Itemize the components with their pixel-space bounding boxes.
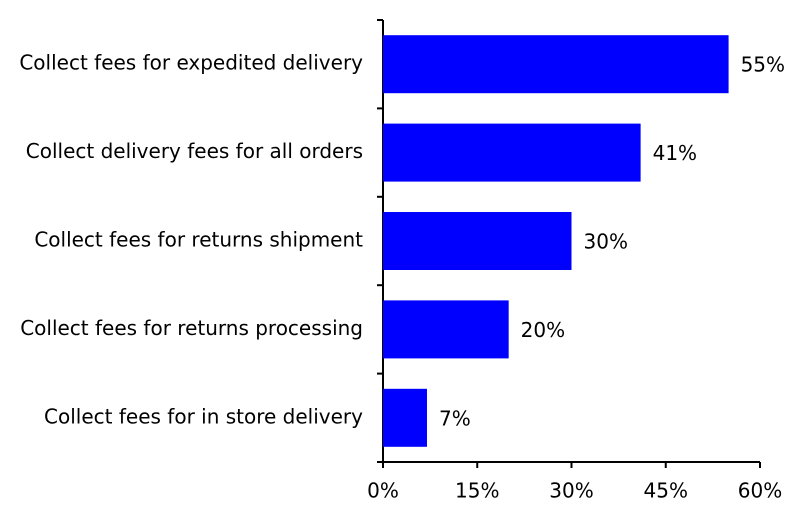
x-tick-label: 30%	[549, 479, 593, 503]
y-tick-label: Collect fees for returns processing	[20, 316, 363, 340]
x-tick-label: 60%	[738, 479, 782, 503]
value-label: 55%	[741, 53, 785, 77]
bar	[383, 123, 641, 182]
bar	[383, 212, 572, 270]
value-label: 41%	[653, 141, 697, 165]
x-tick-label: 45%	[644, 479, 688, 503]
y-tick-label: Collect fees for expedited delivery	[19, 51, 363, 75]
bar	[383, 388, 427, 447]
x-tick-label: 0%	[367, 479, 399, 503]
value-label: 30%	[584, 230, 628, 254]
y-tick-label: Collect fees for in store delivery	[44, 404, 363, 428]
bar	[383, 300, 509, 359]
y-tick-label: Collect delivery fees for all orders	[26, 139, 363, 163]
value-label: 20%	[521, 318, 565, 342]
value-label: 7%	[439, 406, 471, 430]
y-tick-label: Collect fees for returns shipment	[34, 228, 363, 252]
bar	[383, 35, 729, 94]
x-tick-label: 15%	[455, 479, 499, 503]
